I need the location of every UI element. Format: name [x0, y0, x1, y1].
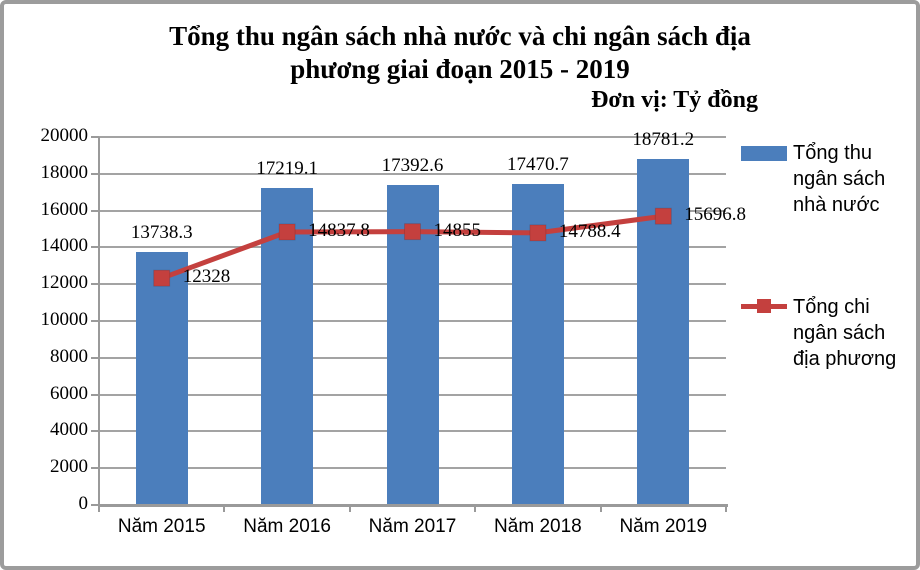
chart-title-line1: Tổng thu ngân sách nhà nước và chi ngân … [169, 21, 751, 51]
y-tick-label: 16000 [40, 198, 89, 220]
legend-label-revenue: Tổng thu ngân sách nhà nước [793, 142, 886, 216]
x-axis-tick [223, 505, 226, 512]
bar [637, 159, 690, 504]
x-tick-label: Năm 2015 [117, 516, 206, 537]
y-axis-tick [91, 356, 99, 359]
y-tick-label: 14000 [40, 235, 89, 257]
y-axis-tick [91, 504, 99, 506]
x-tick-label: Năm 2016 [243, 516, 331, 537]
legend-item-revenue: Tổng thu ngân sách nhà nước [741, 140, 907, 218]
line-value-label: 14837.8 [308, 219, 370, 241]
y-tick-label: 20000 [40, 125, 89, 146]
x-axis-tick [348, 505, 351, 512]
legend-label-expenditure: Tổng chi ngân sách địa phương [793, 296, 897, 370]
x-axis [98, 504, 728, 507]
y-axis-tick [91, 283, 99, 286]
y-tick-label: 8000 [50, 345, 88, 367]
y-axis-tick [91, 430, 99, 433]
y-tick-label: 6000 [50, 382, 88, 404]
bar-value-label: 17392.6 [381, 154, 444, 176]
y-axis [98, 137, 100, 507]
x-tick-label: Năm 2017 [368, 516, 457, 537]
y-axis-tick [91, 467, 99, 470]
y-axis-tick [91, 209, 99, 212]
revenue-bar-swatch-icon [741, 146, 787, 161]
bar [386, 184, 439, 504]
bar [261, 188, 314, 504]
bar-value-label: 17470.7 [507, 153, 569, 175]
y-axis-tick [91, 393, 99, 396]
x-tick-label: Năm 2018 [494, 516, 582, 537]
bar-value-label: 18781.2 [632, 129, 695, 151]
y-tick-label: 12000 [40, 272, 89, 294]
gridline [99, 172, 726, 175]
expenditure-line-swatch-icon [741, 298, 787, 315]
x-axis-tick [725, 505, 727, 512]
y-tick-label: 10000 [40, 309, 89, 330]
legend-item-expenditure: Tổng chi ngân sách địa phương [741, 294, 907, 372]
y-tick-label: 2000 [50, 456, 88, 478]
line-value-label: 14855 [433, 219, 482, 241]
bar-value-label: 13738.3 [130, 222, 193, 244]
gridline [99, 136, 726, 138]
y-axis-tick [91, 136, 99, 138]
bar-value-label: 17219.1 [256, 158, 318, 180]
chart-unit-label: Đơn vị: Tỷ đồng [591, 87, 758, 113]
line-value-label: 15696.8 [684, 204, 747, 226]
y-axis-tick [91, 320, 99, 322]
chart-title-block: Tổng thu ngân sách nhà nước và chi ngân … [4, 20, 916, 114]
bar [511, 183, 564, 504]
x-axis-tick [474, 505, 477, 512]
y-tick-label: 0 [78, 493, 89, 514]
line-value-label: 14788.4 [558, 220, 621, 242]
x-axis-tick [98, 505, 100, 512]
y-axis-tick [91, 172, 99, 175]
line-value-label: 12328 [182, 266, 231, 288]
y-axis-tick [91, 246, 99, 249]
x-axis-tick [599, 505, 602, 512]
y-tick-label: 18000 [40, 161, 89, 183]
y-tick-label: 4000 [50, 419, 88, 441]
chart-title-line2: phương giai đoạn 2015 - 2019 [290, 54, 630, 84]
x-tick-label: Năm 2019 [619, 516, 708, 537]
bar [135, 252, 188, 504]
